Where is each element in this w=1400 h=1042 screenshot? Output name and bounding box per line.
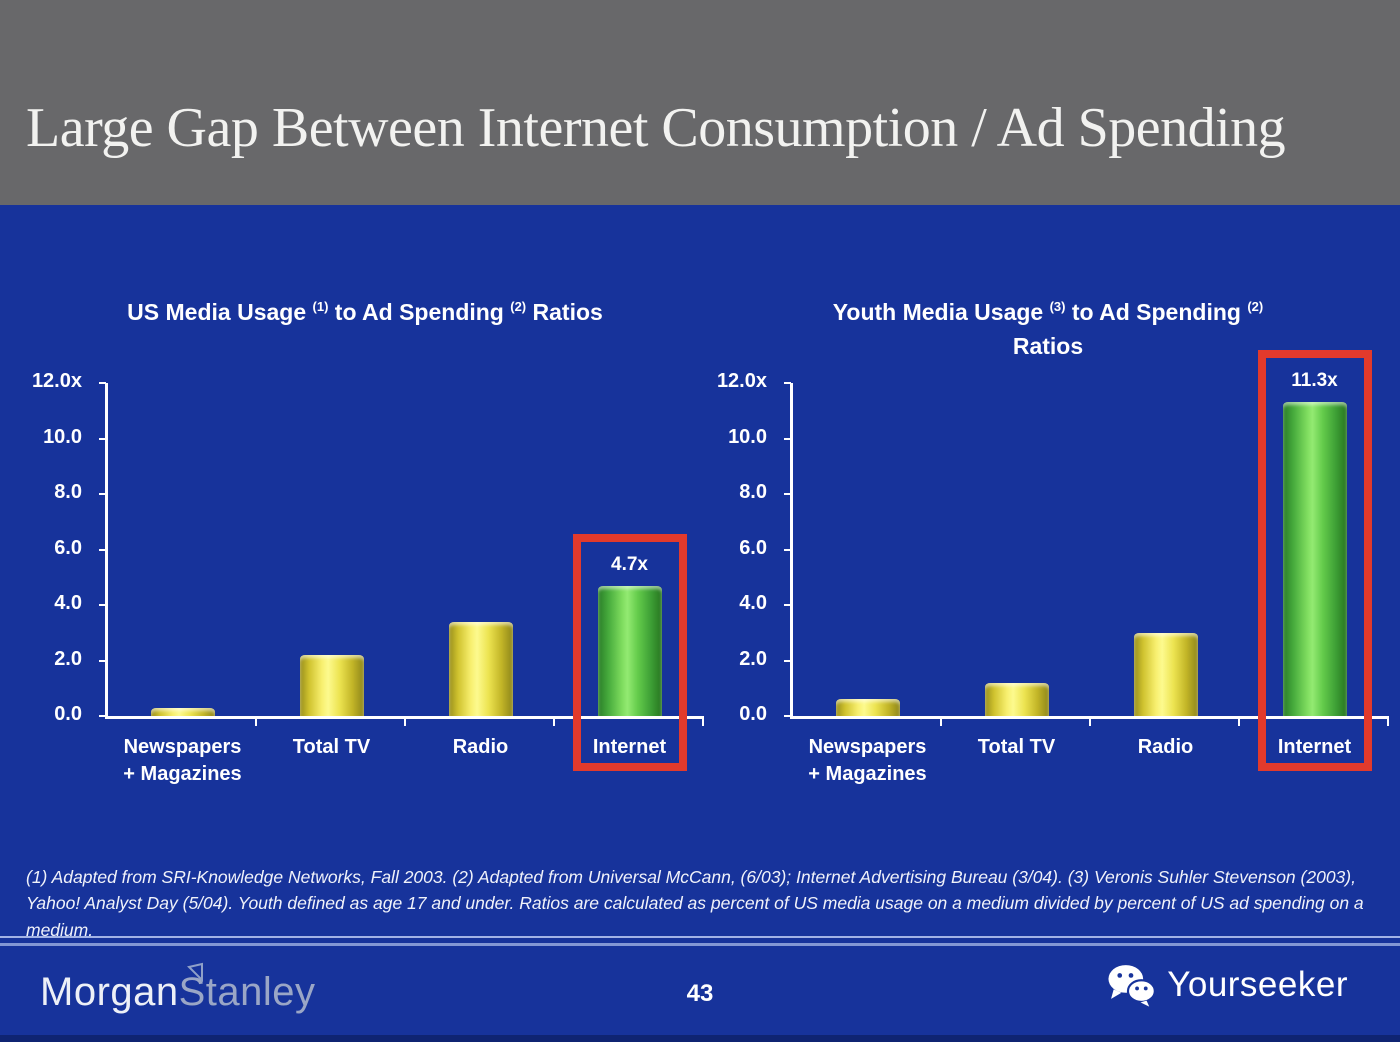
bar-total-tv — [984, 682, 1049, 716]
y-axis-label: 6.0 — [739, 536, 767, 559]
category-label: Radio — [1081, 734, 1251, 761]
x-axis-tick — [404, 719, 406, 726]
category-label-line: Newspapers — [123, 736, 242, 758]
chart-title-line: Youth Media Usage (3) to Ad Spending (2) — [768, 290, 1328, 329]
slide-title: Large Gap Between Internet Consumption /… — [26, 97, 1286, 159]
y-axis-tick — [784, 548, 791, 551]
morgan-stanley-logo: MorganStanley — [40, 962, 316, 1015]
y-axis-label: 6.0 — [54, 536, 82, 559]
footer-divider — [0, 936, 1400, 946]
plot-area: 12.0x 10.0 8.0 6.0 4.0 2.0 0.0 Newspapers + Maga… — [717, 350, 1389, 785]
bar-newspapers-magazines — [835, 699, 900, 716]
highlight-box — [572, 533, 687, 771]
title-text: Youth Media Usage — [832, 299, 1050, 325]
x-axis-tick — [702, 719, 704, 726]
y-axis-label: 4.0 — [739, 592, 767, 614]
plot-area: 12.0x 10.0 8.0 6.0 4.0 2.0 0.0 Newspapers + Maga… — [32, 370, 704, 785]
category-label-line: Total TV — [977, 736, 1056, 758]
category-label-line: Radio — [1137, 736, 1194, 758]
x-axis-tick — [1387, 719, 1389, 726]
title-text: to Ad Spending — [328, 299, 511, 325]
x-axis-tick — [1089, 719, 1091, 726]
category-label-line: Radio — [452, 736, 509, 758]
y-axis-tick — [784, 382, 791, 384]
morgan-text: Morgan — [40, 970, 179, 1014]
y-axis-tick — [99, 437, 106, 440]
y-axis-tick — [99, 659, 106, 662]
y-axis-label: 0.0 — [739, 703, 767, 725]
y-axis-tick — [99, 715, 106, 717]
superscript-note: (1) — [312, 299, 329, 314]
bar-internet — [1282, 402, 1347, 716]
category-label: Internet — [1230, 734, 1400, 761]
title-text: to Ad Spending — [1065, 299, 1248, 325]
x-axis-tick — [553, 719, 555, 726]
page-number: 43 — [686, 980, 714, 1007]
superscript-note: (3) — [1049, 299, 1066, 314]
y-axis-tick — [784, 659, 791, 662]
y-axis-label: 12.0x — [31, 370, 82, 392]
bottom-strip — [0, 1035, 1400, 1042]
x-axis-tick — [940, 719, 942, 726]
y-axis-tick — [784, 715, 791, 717]
category-label: Total TV — [247, 734, 417, 761]
category-label: Newspapers + Magazines — [783, 734, 953, 788]
category-label-line: + Magazines — [808, 763, 927, 785]
x-axis-tick — [1238, 719, 1240, 726]
category-label-line: Total TV — [292, 736, 371, 758]
bar-internet — [597, 585, 662, 716]
bar-value-label: 4.7x — [611, 553, 648, 575]
bar-total-tv — [299, 654, 364, 716]
chart-title: Youth Media Usage (3) to Ad Spending (2)… — [768, 290, 1328, 363]
y-axis-label: 0.0 — [54, 703, 82, 725]
superscript-note: (2) — [1247, 299, 1264, 314]
category-label: Radio — [396, 734, 566, 761]
y-axis-label: 2.0 — [54, 647, 82, 670]
wechat-icon — [1108, 965, 1157, 1007]
y-axis-label: 12.0x — [716, 370, 767, 392]
y-axis-tick — [99, 604, 106, 606]
superscript-note: (2) — [510, 299, 527, 314]
y-axis-label: 10.0 — [728, 425, 767, 448]
category-label-line: Newspapers — [808, 736, 927, 758]
chart-title: US Media Usage (1) to Ad Spending (2) Ra… — [45, 290, 685, 329]
bar-value-label: 11.3x — [1291, 370, 1338, 392]
category-label: Newspapers + Magazines — [98, 734, 268, 788]
footnote: (1) Adapted from SRI-Knowledge Networks,… — [26, 867, 1364, 940]
y-axis-label: 2.0 — [739, 647, 767, 670]
chart-title-line: US Media Usage (1) to Ad Spending (2) Ra… — [45, 290, 685, 329]
title-text: US Media Usage — [127, 299, 313, 325]
y-axis-tick — [784, 604, 791, 606]
y-axis-tick — [99, 548, 106, 551]
chart-title-line: Ratios — [768, 329, 1328, 363]
category-label: Internet — [545, 734, 715, 761]
bar-newspapers-magazines — [150, 707, 215, 716]
x-axis-tick — [255, 719, 257, 726]
category-label-line: Internet — [1277, 736, 1352, 758]
slide-header: Large Gap Between Internet Consumption /… — [0, 0, 1400, 205]
y-axis-label: 10.0 — [43, 425, 82, 448]
y-axis-tick — [99, 493, 106, 495]
highlight-box — [1257, 350, 1372, 771]
title-text: Ratios — [526, 299, 603, 325]
y-axis-tick — [99, 382, 106, 384]
y-axis-tick — [784, 437, 791, 440]
y-axis-tick — [784, 493, 791, 495]
y-axis-label: 4.0 — [54, 592, 82, 614]
yourseeker-logo: Yourseeker — [1105, 962, 1348, 1008]
category-label: Total TV — [932, 734, 1102, 761]
y-axis-label: 8.0 — [739, 481, 767, 503]
pennant-icon — [187, 962, 203, 983]
bar-radio — [1133, 632, 1198, 716]
y-axis-label: 8.0 — [54, 481, 82, 503]
category-label-line: + Magazines — [123, 763, 242, 785]
yourseeker-text: Yourseeker — [1167, 965, 1348, 1004]
bar-radio — [448, 621, 513, 716]
title-text: Ratios — [1012, 333, 1084, 359]
category-label-line: Internet — [592, 736, 667, 758]
